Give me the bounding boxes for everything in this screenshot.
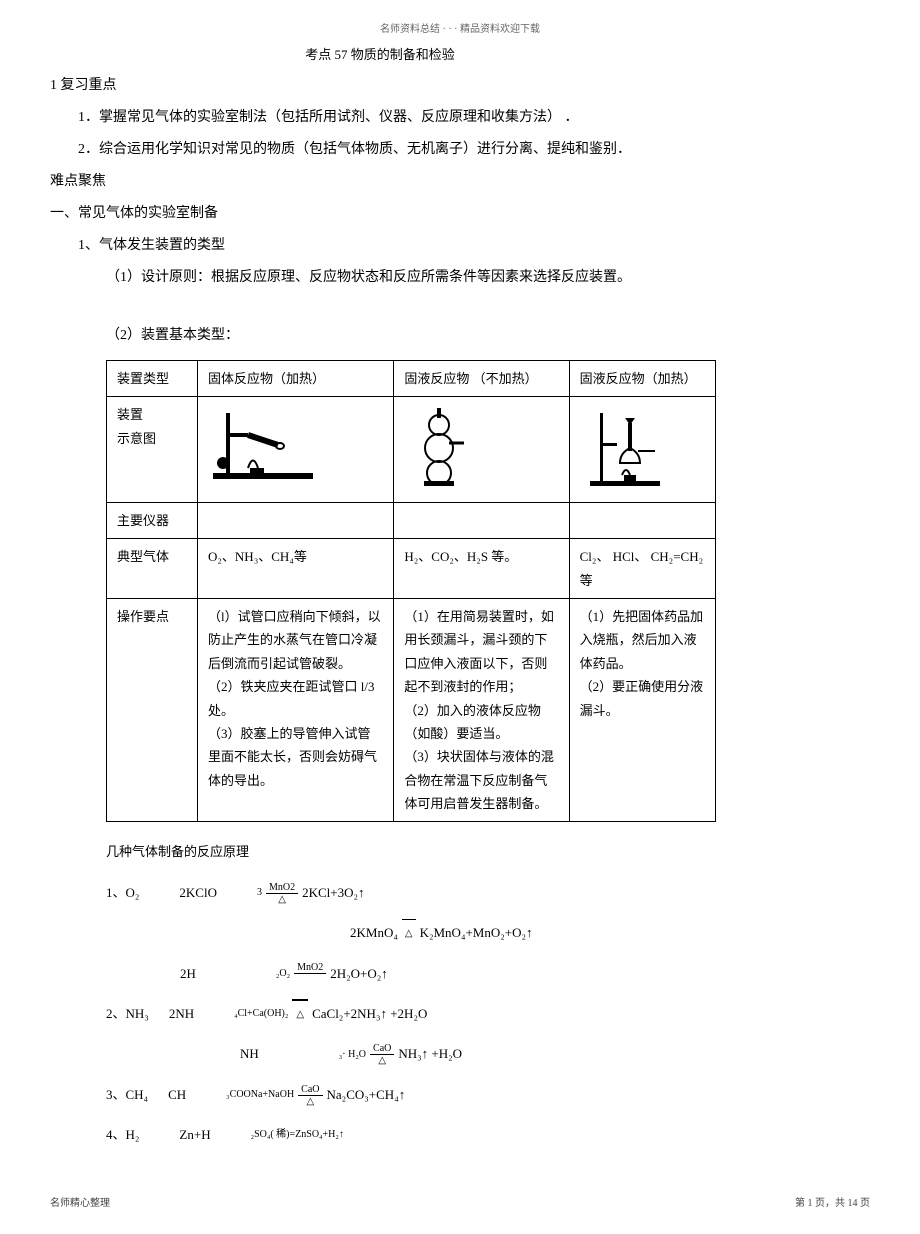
eq-row-3: 2H ₂O₂ MnO2 2H₂O+O₂↑ (50, 956, 870, 992)
cell-ops-3: （1）先把固体药品加入烧瓶，然后加入液体药品。 （2）要正确使用分液漏斗。 (569, 598, 715, 822)
table-row: 主要仪器 (107, 502, 716, 538)
eq-label: 1、O₂ (106, 875, 139, 911)
eq-body: 2KClO (179, 875, 217, 911)
table-row: 典型气体 O₂、NH₃、CH₄等 H₂、CO₂、H₂S 等。 Cl₂、 HCl、… (107, 539, 716, 599)
eq-body: CH (168, 1077, 186, 1113)
eq-body: 2KCl+3O₂↑ (302, 875, 364, 911)
cell-empty (569, 502, 715, 538)
page-footer: 名师精心整理 第 1 页，共 14 页 (50, 1194, 870, 1214)
eq-sub: ₃· H₂O (339, 1041, 366, 1069)
eq-label: 2、NH₃ (106, 996, 149, 1032)
eq-row-1: 1、O₂ 2KClO 3 MnO2 △ 2KCl+3O₂↑ (50, 875, 870, 911)
apparatus-icon-2 (404, 403, 474, 488)
eq-body: NH (240, 1036, 259, 1072)
cell-empty (394, 502, 569, 538)
eq-label: 3、CH₄ (106, 1077, 148, 1113)
cell-diagram-label: 装置 示意图 (107, 397, 198, 502)
diagram-solid-liquid-heat (569, 397, 715, 502)
eq-body: Na₂CO₃+CH₄↑ (327, 1077, 406, 1113)
footer-right: 第 1 页，共 14 页 (795, 1194, 870, 1214)
reaction-condition: MnO2 (294, 962, 326, 985)
review-p1: 1．掌握常见气体的实验室制法（包括所用试剂、仪器、反应原理和收集方法） ． (50, 104, 870, 132)
reaction-condition: CaO △ (298, 1084, 322, 1107)
eq-row-4: 2、NH₃ 2NH ₄Cl+Ca(OH)₂ △ CaCl₂+2NH₃↑ +2H₂… (50, 996, 870, 1032)
table-row: 操作要点 （l）试管口应稍向下倾斜，以防止产生的水蒸气在管口冷凝后倒流而引起试管… (107, 598, 716, 822)
cell-gas-label: 典型气体 (107, 539, 198, 599)
sec1-d1: （1）设计原则：根据反应原理、反应物状态和反应所需条件等因素来选择反应装置。 (50, 264, 870, 292)
cell-instr-label: 主要仪器 (107, 502, 198, 538)
sec1-s1: 1、气体发生装置的类型 (50, 232, 870, 260)
review-heading: 1 复习重点 (50, 72, 870, 100)
apparatus-icon-1 (208, 403, 318, 483)
apparatus-table: 装置类型 固体反应物（加热） 固液反应物 （不加热） 固液反应物（加热） 装置 … (106, 360, 716, 822)
eq-sub: ₂SO₄( 稀)=ZnSO₄+H₂↑ (251, 1121, 344, 1149)
eq-body: NH₃↑ +H₂O (398, 1036, 462, 1072)
table-row: 装置 示意图 (107, 397, 716, 502)
eq-body: 2KMnO₄ (350, 915, 398, 951)
eq-body: CaCl₂+2NH₃↑ +2H₂O (312, 996, 427, 1032)
eq-body: 2H (180, 956, 196, 992)
reaction-condition: △ (292, 999, 308, 1029)
equations-block: 几种气体制备的反应原理 1、O₂ 2KClO 3 MnO2 △ 2KCl+3O₂… (50, 834, 870, 1153)
eq-sub: ₂O₂ (276, 960, 290, 988)
sec1-heading: 一、常见气体的实验室制备 (50, 200, 870, 228)
apparatus-icon-3 (580, 403, 670, 488)
cell-type-label: 装置类型 (107, 361, 198, 397)
eq-sub: ₄Cl+Ca(OH)₂ (234, 1000, 288, 1028)
eq-row-6: 3、CH₄ CH ₃COONa+NaOH CaO △ Na₂CO₃+CH₄↑ (50, 1077, 870, 1113)
eq-body: 2NH (169, 996, 194, 1032)
reaction-condition: △ (402, 919, 416, 948)
cell-gas-3: Cl₂、 HCl、 CH₂=CH₂等 (569, 539, 715, 599)
diagram-solid-liquid (394, 397, 569, 502)
cell-c3: 固液反应物（加热） (569, 361, 715, 397)
cell-c1: 固体反应物（加热） (198, 361, 394, 397)
eq-body: 2H₂O+O₂↑ (330, 956, 388, 992)
review-p2: 2．综合运用化学知识对常见的物质（包括气体物质、无机离子）进行分离、提纯和鉴别． (50, 136, 870, 164)
sec1-d2: （2）装置基本类型： (50, 322, 870, 350)
cell-gas-1: O₂、NH₃、CH₄等 (198, 539, 394, 599)
eq-row-7: 4、H₂ Zn+H ₂SO₄( 稀)=ZnSO₄+H₂↑ (50, 1117, 870, 1153)
eq-body: Zn+H (179, 1117, 210, 1153)
cell-empty (198, 502, 394, 538)
header-title: 考点 57 物质的制备和检验 (190, 42, 570, 68)
table-row: 装置类型 固体反应物（加热） 固液反应物 （不加热） 固液反应物（加热） (107, 361, 716, 397)
cell-ops-1: （l）试管口应稍向下倾斜，以防止产生的水蒸气在管口冷凝后倒流而引起试管破裂。 （… (198, 598, 394, 822)
eq-sub: 3 (257, 879, 262, 907)
eq-row-5: NH ₃· H₂O CaO △ NH₃↑ +H₂O (50, 1036, 870, 1072)
cell-ops-label: 操作要点 (107, 598, 198, 822)
footer-left: 名师精心整理 (50, 1194, 110, 1214)
eq-row-2: 2KMnO₄ △ K₂MnO₄+MnO₂+O₂↑ (50, 915, 870, 951)
reaction-condition: CaO △ (370, 1043, 394, 1066)
header-small: 名师资料总结 · · · 精品资料欢迎下载 (50, 20, 870, 40)
cell-c2: 固液反应物 （不加热） (394, 361, 569, 397)
eq-body: K₂MnO₄+MnO₂+O₂↑ (420, 915, 533, 951)
cell-gas-2: H₂、CO₂、H₂S 等。 (394, 539, 569, 599)
eq-title: 几种气体制备的反应原理 (50, 834, 870, 870)
cell-ops-2: （1）在用简易装置时，如用长颈漏斗，漏斗颈的下口应伸入液面以下，否则起不到液封的… (394, 598, 569, 822)
eq-label: 4、H₂ (106, 1117, 139, 1153)
diagram-solid-heat (198, 397, 394, 502)
eq-sub: ₃COONa+NaOH (226, 1081, 294, 1109)
focus-heading: 难点聚焦 (50, 168, 870, 196)
reaction-condition: MnO2 △ (266, 882, 298, 905)
